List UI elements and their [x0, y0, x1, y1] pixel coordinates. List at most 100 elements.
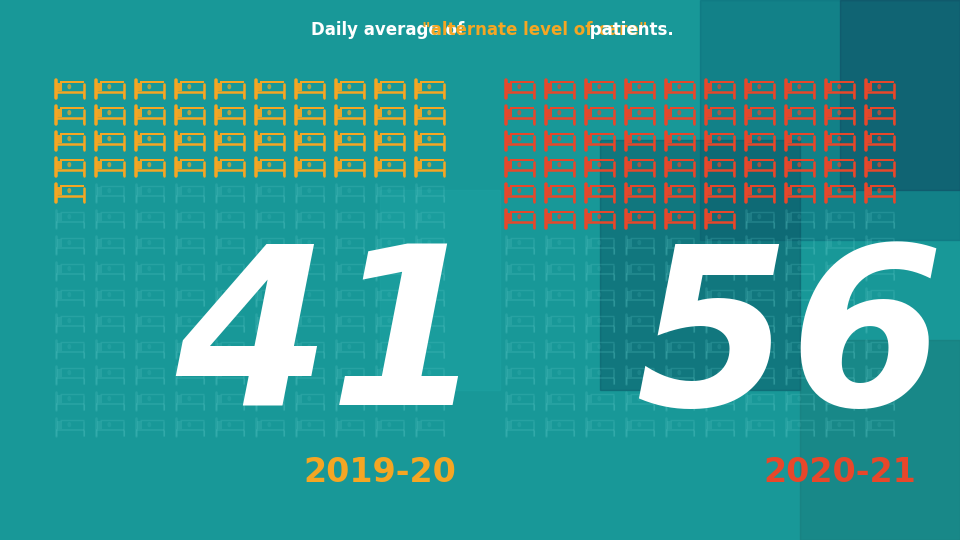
Bar	[787, 161, 792, 169]
Bar	[707, 187, 712, 195]
Bar	[627, 292, 633, 299]
Bar	[177, 318, 182, 325]
Bar	[747, 395, 753, 403]
Ellipse shape	[267, 318, 272, 323]
Bar	[337, 110, 342, 117]
Ellipse shape	[597, 188, 601, 193]
Ellipse shape	[387, 422, 392, 427]
Bar	[257, 239, 262, 247]
Ellipse shape	[108, 240, 111, 245]
Bar	[867, 343, 873, 351]
Ellipse shape	[597, 84, 601, 89]
Ellipse shape	[877, 370, 881, 375]
Bar	[297, 239, 302, 247]
Bar	[547, 292, 552, 299]
Bar	[297, 84, 302, 91]
Ellipse shape	[67, 292, 71, 298]
Bar	[747, 239, 753, 247]
Bar	[787, 318, 792, 325]
Bar	[547, 161, 552, 169]
Bar	[627, 318, 633, 325]
Ellipse shape	[427, 84, 431, 89]
Bar	[97, 187, 102, 195]
Bar	[137, 422, 142, 429]
Bar	[257, 266, 262, 273]
Ellipse shape	[67, 396, 71, 401]
Bar	[217, 369, 222, 377]
Ellipse shape	[228, 370, 231, 375]
Ellipse shape	[717, 136, 721, 141]
Ellipse shape	[637, 292, 641, 298]
Bar	[257, 395, 262, 403]
Bar	[507, 110, 513, 117]
Bar	[137, 239, 142, 247]
Ellipse shape	[517, 266, 521, 271]
Ellipse shape	[267, 136, 272, 141]
Ellipse shape	[637, 84, 641, 89]
Ellipse shape	[877, 136, 881, 141]
Bar	[867, 187, 873, 195]
Bar	[217, 84, 222, 91]
Bar	[377, 110, 382, 117]
Ellipse shape	[387, 162, 392, 167]
Bar	[417, 84, 422, 91]
Ellipse shape	[558, 162, 562, 167]
Ellipse shape	[678, 240, 682, 245]
Ellipse shape	[717, 318, 721, 323]
Bar	[57, 318, 62, 325]
Bar	[57, 84, 62, 91]
Ellipse shape	[387, 136, 392, 141]
Bar	[627, 161, 633, 169]
Bar	[707, 239, 712, 247]
Bar	[667, 343, 672, 351]
Ellipse shape	[187, 292, 191, 298]
Bar	[587, 161, 592, 169]
Bar	[97, 239, 102, 247]
Ellipse shape	[307, 136, 311, 141]
Ellipse shape	[558, 136, 562, 141]
Bar	[257, 213, 262, 221]
Ellipse shape	[757, 162, 761, 167]
Ellipse shape	[187, 318, 191, 323]
Ellipse shape	[877, 396, 881, 401]
Ellipse shape	[307, 162, 311, 167]
Ellipse shape	[108, 214, 111, 219]
Ellipse shape	[228, 396, 231, 401]
Ellipse shape	[147, 344, 152, 349]
Ellipse shape	[387, 214, 392, 219]
Ellipse shape	[637, 188, 641, 193]
Ellipse shape	[877, 318, 881, 323]
Ellipse shape	[307, 188, 311, 193]
Ellipse shape	[837, 292, 841, 298]
Bar	[137, 84, 142, 91]
Ellipse shape	[427, 396, 431, 401]
Bar	[137, 292, 142, 299]
Ellipse shape	[517, 344, 521, 349]
Bar	[747, 161, 753, 169]
Ellipse shape	[798, 240, 802, 245]
Bar	[787, 343, 792, 351]
Ellipse shape	[387, 370, 392, 375]
Ellipse shape	[228, 292, 231, 298]
Ellipse shape	[228, 318, 231, 323]
Ellipse shape	[307, 292, 311, 298]
Bar	[97, 213, 102, 221]
Bar	[297, 110, 302, 117]
Ellipse shape	[267, 84, 272, 89]
Bar	[97, 318, 102, 325]
Ellipse shape	[348, 240, 351, 245]
Bar	[297, 343, 302, 351]
Bar	[97, 161, 102, 169]
Bar	[97, 84, 102, 91]
Bar	[507, 318, 513, 325]
Ellipse shape	[717, 422, 721, 427]
Ellipse shape	[798, 292, 802, 298]
Ellipse shape	[348, 162, 351, 167]
Bar	[337, 266, 342, 273]
Bar	[827, 110, 832, 117]
Bar	[297, 266, 302, 273]
Bar	[137, 213, 142, 221]
Bar	[377, 213, 382, 221]
Ellipse shape	[558, 214, 562, 219]
Bar	[507, 84, 513, 91]
